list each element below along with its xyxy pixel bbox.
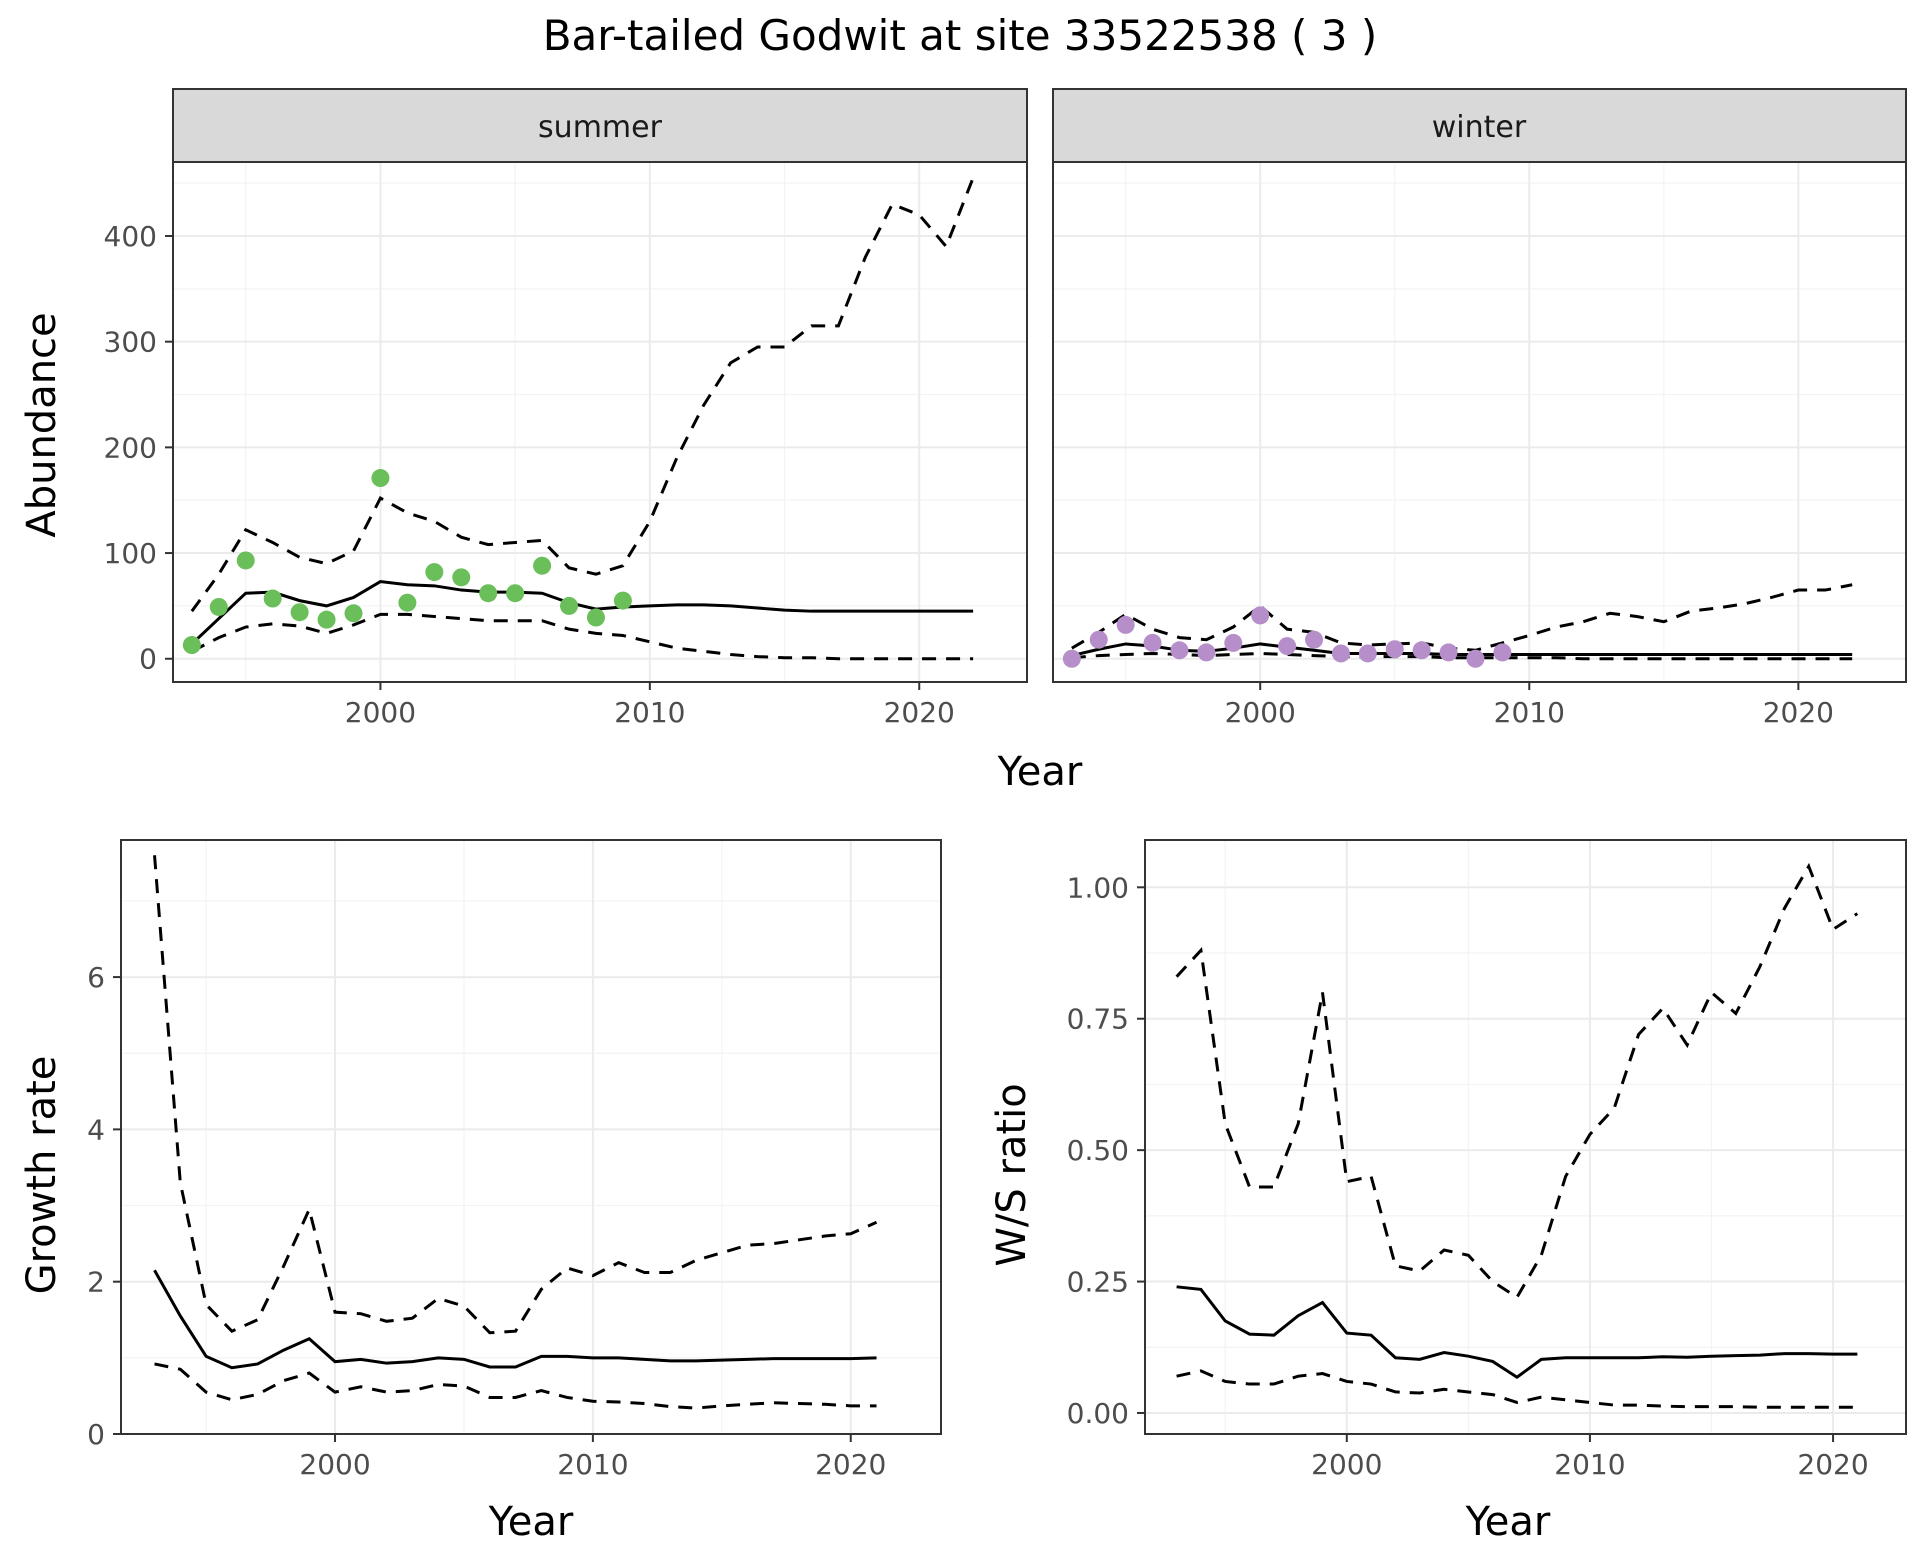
ratio-x-tick-label: 2000	[1311, 1448, 1382, 1481]
summer-observed-point	[452, 568, 471, 587]
ratio-y-tick-label: 0.75	[1067, 1003, 1129, 1036]
ratio-y-tick-label: 0.50	[1067, 1134, 1129, 1167]
ratio-x-tick-label: 2020	[1797, 1448, 1868, 1481]
ratio-y-tick-label: 0.00	[1067, 1397, 1129, 1430]
strip-summer	[172, 88, 1028, 163]
summer-observed-point	[425, 563, 444, 582]
growth-y-tick-label: 4	[87, 1113, 105, 1146]
top-x-axis-title: Year	[997, 749, 1083, 795]
winter-panel-border	[1052, 161, 1907, 683]
ratio-x-axis-title: Year	[1465, 1499, 1551, 1545]
summer-y-tick-label: 400	[104, 220, 157, 253]
winter-observed-point	[1116, 615, 1135, 634]
winter-observed-point	[1385, 640, 1404, 659]
summer-observed-point	[613, 591, 632, 610]
growth-panel-border	[120, 839, 942, 1435]
strip-winter-label: winter	[1432, 110, 1527, 145]
summer-x-tick-label: 2010	[614, 696, 685, 729]
growth-upper-line	[153, 855, 878, 1335]
growth-x-tick-label: 2010	[557, 1448, 628, 1481]
summer-observed-point	[560, 596, 579, 615]
growth-y-axis-title: Growth rate	[19, 1056, 65, 1295]
summer-x-tick-label: 2000	[345, 696, 416, 729]
winter-x-tick-label: 2010	[1494, 696, 1565, 729]
summer-observed-point	[182, 636, 201, 655]
summer-y-tick-label: 0	[139, 643, 157, 676]
summer-lower-line	[191, 612, 974, 661]
winter-observed-point	[1412, 641, 1431, 660]
winter-observed-point	[1466, 649, 1485, 668]
winter-observed-point	[1224, 633, 1243, 652]
summer-observed-point	[290, 603, 309, 622]
winter-observed-point	[1251, 606, 1270, 625]
winter-observed-point	[1439, 643, 1458, 662]
winter-observed-point	[1358, 644, 1377, 663]
growth-y-tick-label: 6	[87, 961, 105, 994]
summer-observed-point	[317, 610, 336, 629]
winter-observed-point	[1143, 633, 1162, 652]
summer-upper-line	[190, 177, 975, 613]
growth-mean-line	[153, 1269, 877, 1370]
ratio-y-tick-label: 0.25	[1067, 1266, 1129, 1299]
growth-lower-line	[154, 1362, 877, 1410]
winter-observed-point	[1197, 643, 1216, 662]
winter-observed-point	[1331, 644, 1350, 663]
summer-observed-point	[586, 608, 605, 627]
summer-y-tick-label: 100	[104, 537, 157, 570]
strip-winter	[1052, 88, 1907, 163]
ratio-panel-border	[1144, 839, 1907, 1435]
winter-mean-line	[1071, 642, 1853, 658]
winter-observed-point	[1062, 649, 1081, 668]
growth-x-axis-title: Year	[488, 1499, 574, 1545]
summer-mean-line	[190, 580, 974, 646]
ratio-y-axis-title: W/S ratio	[989, 1083, 1035, 1266]
chart-title: Bar-tailed Godwit at site 33522538 ( 3 )	[543, 11, 1378, 60]
summer-observed-point	[533, 556, 552, 575]
summer-observed-point	[236, 551, 255, 570]
summer-observed-point	[506, 584, 525, 603]
winter-observed-point	[1305, 630, 1324, 649]
strip-summer-label: summer	[538, 110, 663, 145]
growth-y-tick-label: 2	[87, 1266, 105, 1299]
top-y-axis-title: Abundance	[19, 312, 65, 537]
growth-y-tick-label: 0	[87, 1418, 105, 1451]
growth-x-tick-label: 2020	[815, 1448, 886, 1481]
ratio-x-tick-label: 2010	[1554, 1448, 1625, 1481]
winter-x-tick-label: 2020	[1763, 696, 1834, 729]
summer-observed-point	[209, 597, 228, 616]
winter-observed-point	[1278, 637, 1297, 656]
summer-observed-point	[371, 469, 390, 488]
summer-panel-border	[172, 161, 1028, 683]
summer-y-tick-label: 300	[104, 326, 157, 359]
growth-x-tick-label: 2000	[299, 1448, 370, 1481]
summer-observed-point	[344, 604, 363, 623]
ratio-upper-line	[1175, 862, 1859, 1300]
winter-x-tick-label: 2000	[1225, 696, 1296, 729]
summer-observed-point	[263, 589, 282, 608]
summer-observed-point	[479, 584, 498, 603]
ratio-y-tick-label: 1.00	[1067, 871, 1129, 904]
winter-observed-point	[1170, 641, 1189, 660]
winter-observed-point	[1493, 643, 1512, 662]
ratio-mean-line	[1176, 1285, 1858, 1380]
winter-observed-point	[1089, 630, 1108, 649]
summer-observed-point	[398, 593, 417, 612]
summer-y-tick-label: 200	[104, 431, 157, 464]
ratio-lower-line	[1176, 1369, 1858, 1409]
winter-upper-line	[1071, 583, 1853, 652]
summer-x-tick-label: 2020	[884, 696, 955, 729]
